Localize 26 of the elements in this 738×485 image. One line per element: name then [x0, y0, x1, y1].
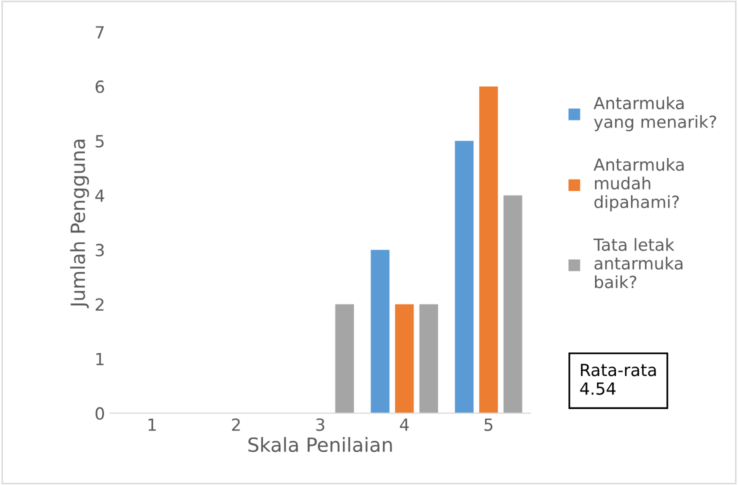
- text: Rata-rata 4.54: [580, 364, 656, 395]
- x-tick-label: 2: [232, 418, 240, 431]
- bar: [395, 304, 414, 414]
- y-tick-label: 2: [96, 298, 104, 311]
- x-tick-label: 4: [400, 418, 409, 431]
- y-axis-title: Jumlah Pengguna: [70, 140, 89, 308]
- y-tick-label: 5: [96, 135, 104, 148]
- x-tick-label: 1: [148, 418, 156, 431]
- legend-label: Antarmuka yang menarik?: [594, 96, 716, 132]
- x-axis-title: Skala Penilaian: [248, 436, 392, 452]
- y-tick-label: 0: [96, 407, 104, 420]
- y-tick-label: 6: [96, 80, 104, 94]
- legend-label: Antarmuka mudah dipahami?: [594, 158, 684, 212]
- y-tick-label: 4: [95, 190, 104, 202]
- bar: [370, 250, 390, 414]
- bar: [419, 304, 438, 414]
- legend-label: Tata letak antarmuka baik?: [593, 238, 682, 288]
- y-tick-label: 3: [96, 244, 104, 256]
- bar: [479, 86, 498, 414]
- bar: [454, 140, 474, 414]
- bar: [504, 195, 522, 414]
- x-tick-label: 3: [316, 418, 324, 431]
- y-tick-label: 7: [96, 26, 104, 38]
- x-tick-label: 5: [484, 418, 492, 431]
- y-tick-label: 1: [96, 352, 104, 366]
- bar: [335, 304, 354, 414]
